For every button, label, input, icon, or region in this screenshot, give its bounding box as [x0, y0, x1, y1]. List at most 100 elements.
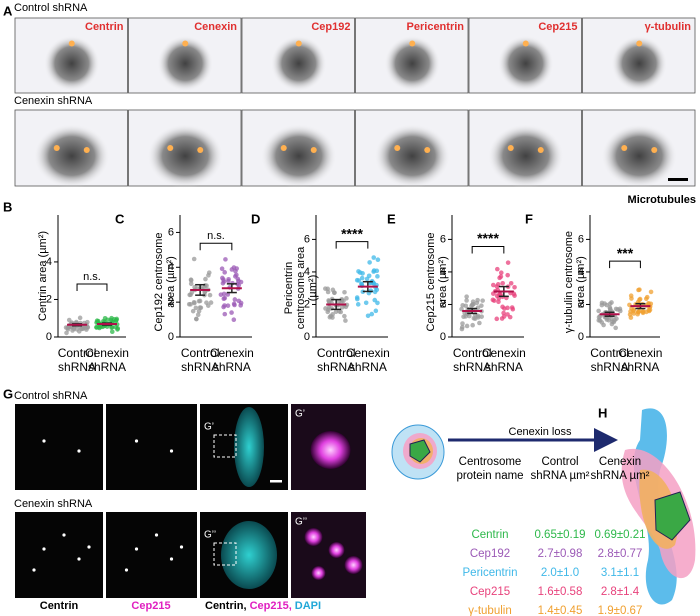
dot: [105, 317, 110, 323]
spindle: [384, 35, 441, 92]
centrosome: [53, 145, 60, 151]
spot: [134, 439, 139, 443]
dot: [203, 276, 208, 282]
dot: [195, 312, 201, 318]
spot: [124, 568, 129, 572]
dot: [372, 289, 378, 295]
table-header: Centrosome protein name: [456, 456, 524, 482]
centrosome: [636, 40, 643, 47]
channel-label: Pericentrin: [407, 21, 465, 33]
dot: [193, 305, 199, 311]
dot: [343, 318, 348, 323]
dot: [495, 282, 501, 287]
centriole: [654, 491, 691, 541]
dot: [615, 307, 621, 312]
y-tick-label: 0: [46, 331, 52, 343]
panel-label: D: [251, 211, 260, 226]
dot: [607, 301, 613, 307]
dot: [94, 318, 100, 324]
x-tick-label: Cenexin shRNA: [84, 346, 129, 374]
x-tick-label: Control shRNA: [180, 346, 220, 374]
y-tick-label: 0: [578, 331, 584, 343]
dot: [490, 291, 496, 296]
spot: [134, 547, 139, 551]
significance: ***: [617, 245, 634, 261]
panel-label: F: [525, 211, 533, 226]
significance: ****: [477, 230, 499, 246]
dot: [628, 315, 634, 320]
dot: [326, 299, 332, 305]
y-tick-label: 0: [440, 331, 446, 343]
dot: [369, 311, 375, 317]
inset-label: G’: [295, 409, 305, 420]
spindle: [611, 35, 668, 92]
dot: [196, 308, 202, 314]
dot: [204, 283, 209, 288]
inset-label: G’’: [295, 517, 307, 528]
centrosome: [182, 40, 189, 47]
dot: [459, 326, 465, 332]
significance-bracket: [76, 283, 108, 292]
dot: [232, 297, 238, 302]
dot: [65, 325, 70, 331]
scale-bar: [270, 480, 282, 483]
centrosome: [651, 147, 658, 153]
y-axis-label: Centrin area (µm²): [37, 230, 49, 322]
row-control: 0.65±0.19: [534, 529, 585, 541]
dot: [631, 308, 636, 314]
dot: [236, 298, 242, 304]
row-name: γ-tubulin: [468, 605, 511, 616]
y-tick-label: 2: [168, 296, 174, 308]
dot: [464, 298, 469, 303]
x-tick-label: Cenexin shRNA: [481, 346, 526, 374]
arrow-label: Cenexin loss: [509, 426, 572, 438]
panel-label: C: [115, 211, 125, 226]
y-tick-label: 0: [304, 331, 310, 343]
dot: [188, 278, 194, 283]
dot: [356, 278, 361, 283]
dot: [70, 328, 75, 333]
dot: [238, 303, 243, 308]
dot: [512, 284, 517, 290]
dot: [512, 293, 517, 298]
dot: [359, 275, 365, 281]
dot: [490, 297, 496, 303]
dot: [342, 313, 347, 319]
dot: [77, 315, 83, 321]
micrograph: [106, 512, 197, 598]
channel-label: Cenexin: [194, 21, 237, 33]
y-tick-label: 2: [304, 298, 310, 310]
micrograph: [15, 404, 103, 490]
x-tick-label: Control shRNA: [316, 346, 356, 374]
panel-label: A: [3, 3, 13, 18]
panel-label: E: [387, 211, 396, 226]
spot: [87, 545, 91, 549]
row-name: Centrin: [471, 529, 508, 541]
dot: [463, 303, 469, 309]
bottom-label: Centrin: [40, 600, 79, 612]
dot: [612, 317, 617, 323]
dot: [76, 329, 82, 334]
dot: [479, 303, 484, 308]
dot: [236, 278, 241, 284]
dot: [490, 282, 496, 288]
dot: [194, 316, 199, 322]
dot: [221, 279, 227, 284]
dot: [231, 317, 237, 322]
dot: [219, 266, 225, 272]
row-control: 2.7±0.98: [538, 548, 583, 560]
centrosome: [83, 147, 90, 153]
row-control: 1.4±0.45: [538, 605, 583, 616]
dapi: [234, 407, 264, 487]
x-tick-label: Control shRNA: [57, 346, 97, 374]
centrosome: [280, 145, 287, 151]
row-label: Cenexin shRNA: [14, 95, 93, 107]
channel-label: Cep215: [538, 21, 577, 33]
table-header: Cenexin shRNA µm²: [590, 456, 650, 482]
dot: [109, 325, 114, 330]
scale-bar: [668, 178, 688, 181]
dot: [192, 284, 197, 290]
dot: [234, 266, 240, 271]
dot: [342, 289, 347, 295]
